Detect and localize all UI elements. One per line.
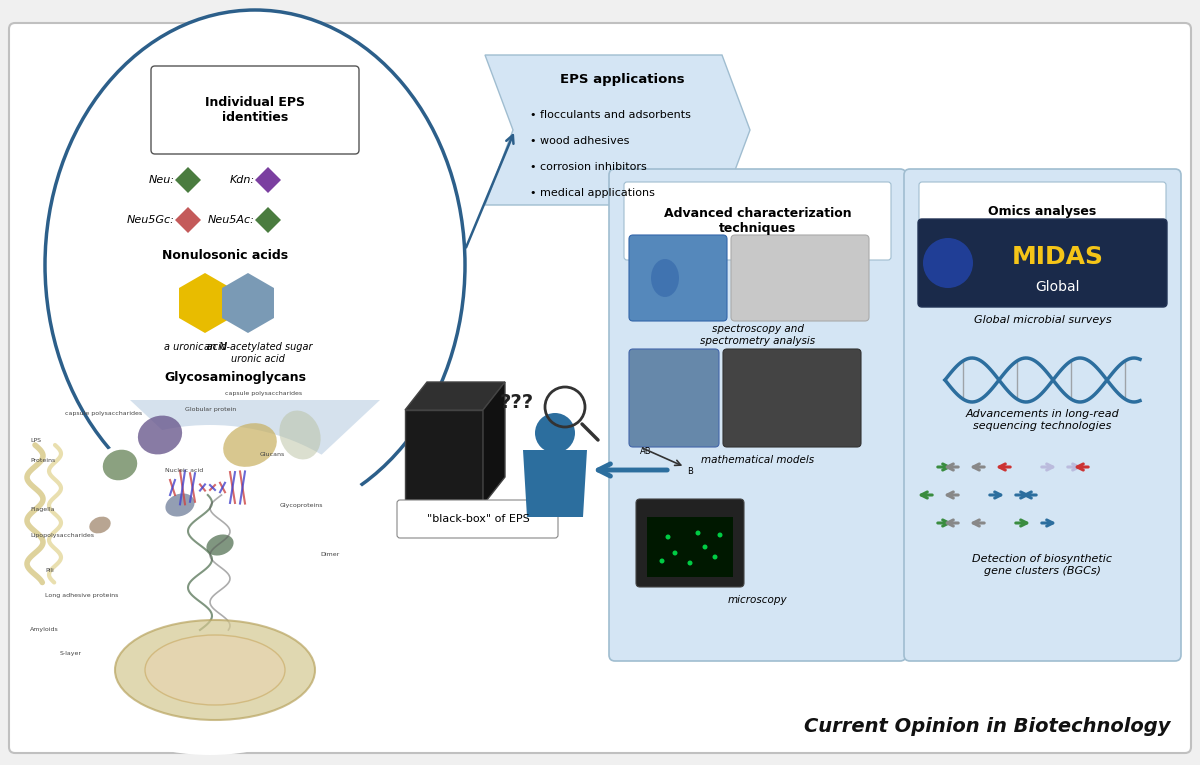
Text: Pili: Pili <box>46 568 54 572</box>
Text: • corrosion inhibitors: • corrosion inhibitors <box>530 162 647 172</box>
Text: Kdn:: Kdn: <box>230 175 254 185</box>
Text: Neu5Ac:: Neu5Ac: <box>208 215 254 225</box>
Text: MIDAS: MIDAS <box>1012 245 1104 269</box>
Polygon shape <box>523 450 587 517</box>
Text: AB: AB <box>640 447 652 456</box>
FancyBboxPatch shape <box>10 23 1190 753</box>
Text: Detection of biosynthetic
gene clusters (BGCs): Detection of biosynthetic gene clusters … <box>972 554 1112 576</box>
Text: Neu5Gc:: Neu5Gc: <box>127 215 175 225</box>
Text: Individual EPS
identities: Individual EPS identities <box>205 96 305 124</box>
FancyBboxPatch shape <box>610 169 906 661</box>
Text: Dimer: Dimer <box>320 552 340 558</box>
Text: Advanced characterization
techniques: Advanced characterization techniques <box>664 207 851 235</box>
Ellipse shape <box>280 411 320 460</box>
Text: microscopy: microscopy <box>727 595 787 605</box>
Text: Lipopolysaccharides: Lipopolysaccharides <box>30 532 94 538</box>
Ellipse shape <box>14 425 406 755</box>
Ellipse shape <box>650 259 679 297</box>
Text: Global microbial surveys: Global microbial surveys <box>973 315 1111 325</box>
Text: Glycoproteins: Glycoproteins <box>280 503 324 507</box>
Ellipse shape <box>115 620 314 720</box>
Ellipse shape <box>145 635 286 705</box>
Text: EPS applications: EPS applications <box>560 73 685 86</box>
Ellipse shape <box>103 450 137 480</box>
Text: B: B <box>686 467 692 476</box>
Text: Flagella: Flagella <box>30 507 54 513</box>
Ellipse shape <box>223 423 277 467</box>
Text: an N-acetylated sugar
uronic acid: an N-acetylated sugar uronic acid <box>204 342 312 363</box>
Text: ???: ??? <box>500 393 534 412</box>
Polygon shape <box>485 55 750 205</box>
Text: Nonulosonic acids: Nonulosonic acids <box>162 249 288 262</box>
FancyBboxPatch shape <box>624 182 890 260</box>
FancyBboxPatch shape <box>918 219 1166 307</box>
Text: spectroscopy and
spectrometry analysis: spectroscopy and spectrometry analysis <box>700 324 815 346</box>
FancyBboxPatch shape <box>647 517 733 577</box>
Ellipse shape <box>44 10 466 520</box>
Circle shape <box>713 555 718 559</box>
FancyBboxPatch shape <box>731 235 869 321</box>
Text: Omics analyses: Omics analyses <box>989 204 1097 217</box>
Polygon shape <box>175 167 200 193</box>
Text: capsule polysaccharides: capsule polysaccharides <box>226 390 302 396</box>
Text: Long adhesive proteins: Long adhesive proteins <box>46 593 119 597</box>
FancyBboxPatch shape <box>904 169 1181 661</box>
Text: mathematical models: mathematical models <box>701 455 814 465</box>
Ellipse shape <box>138 415 182 454</box>
Text: Proteins: Proteins <box>30 457 55 463</box>
Text: Current Opinion in Biotechnology: Current Opinion in Biotechnology <box>804 718 1170 737</box>
Text: Globular protein: Globular protein <box>185 408 236 412</box>
Polygon shape <box>175 207 200 233</box>
Ellipse shape <box>206 535 234 555</box>
Circle shape <box>696 530 701 536</box>
FancyBboxPatch shape <box>636 499 744 587</box>
Text: S-layer: S-layer <box>60 650 82 656</box>
Circle shape <box>660 558 665 564</box>
Polygon shape <box>222 273 274 333</box>
Text: Nucleic acid: Nucleic acid <box>166 467 203 473</box>
Circle shape <box>535 413 575 453</box>
Polygon shape <box>482 382 505 505</box>
Text: • medical applications: • medical applications <box>530 188 655 198</box>
Polygon shape <box>179 273 230 333</box>
FancyBboxPatch shape <box>151 66 359 154</box>
Circle shape <box>923 238 973 288</box>
FancyBboxPatch shape <box>629 235 727 321</box>
Ellipse shape <box>166 493 194 516</box>
Text: Amyloids: Amyloids <box>30 627 59 633</box>
FancyBboxPatch shape <box>397 500 558 538</box>
Text: • flocculants and adsorbents: • flocculants and adsorbents <box>530 110 691 120</box>
Circle shape <box>672 551 678 555</box>
Text: Neu:: Neu: <box>149 175 175 185</box>
Polygon shape <box>130 400 380 517</box>
Text: "black-box" of EPS: "black-box" of EPS <box>427 514 529 524</box>
Ellipse shape <box>89 516 110 533</box>
Text: Glycosaminoglycans: Glycosaminoglycans <box>164 370 306 383</box>
Text: Glucans: Glucans <box>260 453 286 457</box>
FancyBboxPatch shape <box>629 349 719 447</box>
Circle shape <box>688 561 692 565</box>
Text: capsule polysaccharides: capsule polysaccharides <box>65 411 142 415</box>
FancyBboxPatch shape <box>722 349 862 447</box>
Polygon shape <box>256 207 281 233</box>
Text: a uronic acid: a uronic acid <box>163 342 227 352</box>
Polygon shape <box>406 382 505 410</box>
Circle shape <box>666 535 671 539</box>
FancyBboxPatch shape <box>919 182 1166 240</box>
Text: • wood adhesives: • wood adhesives <box>530 136 629 146</box>
FancyBboxPatch shape <box>406 410 482 505</box>
Text: Global: Global <box>1036 280 1080 294</box>
Text: Advancements in long-read
sequencing technologies: Advancements in long-read sequencing tec… <box>966 409 1120 431</box>
Circle shape <box>718 532 722 538</box>
Polygon shape <box>256 167 281 193</box>
Circle shape <box>702 545 708 549</box>
Text: LPS: LPS <box>30 438 41 442</box>
